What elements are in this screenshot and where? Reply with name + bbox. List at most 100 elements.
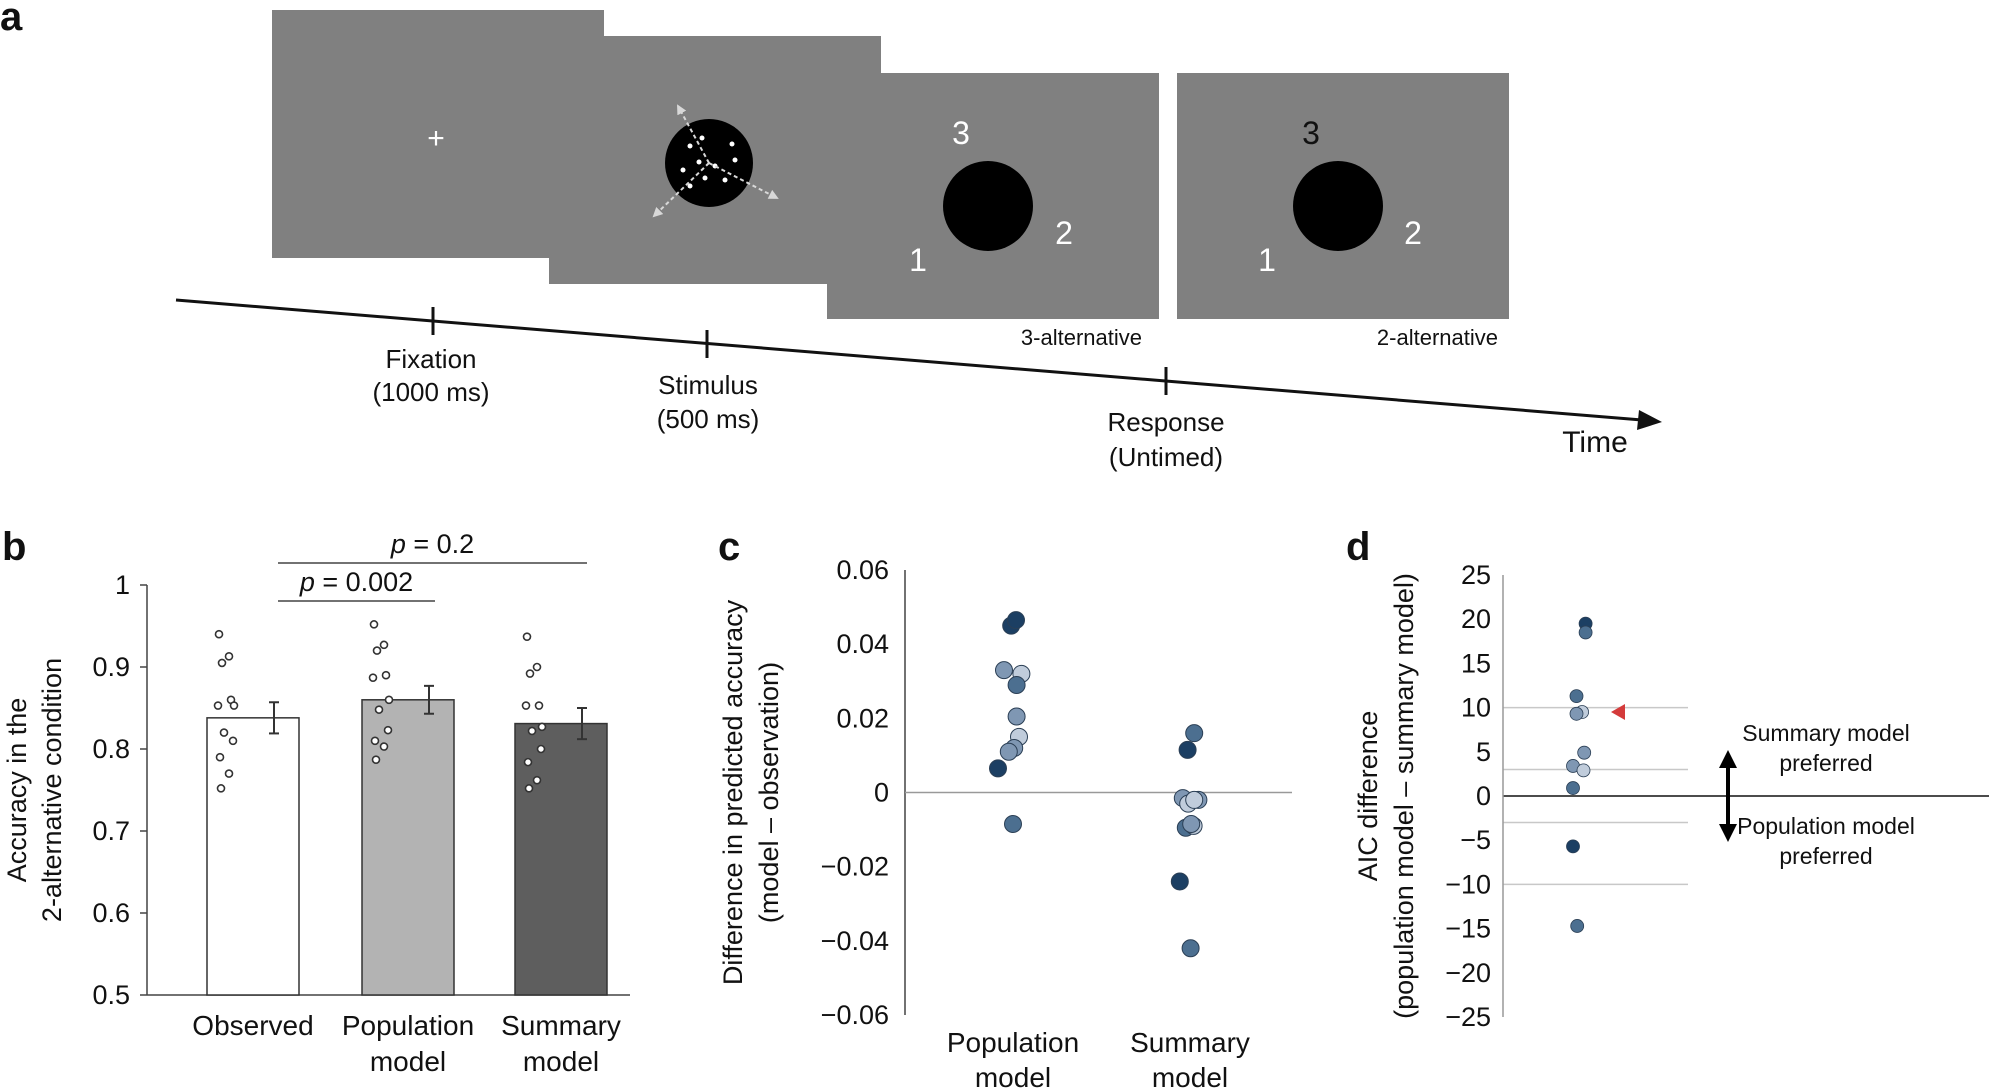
y-tick-label: 0.5 xyxy=(92,980,130,1010)
panel-b-bars xyxy=(206,684,608,996)
stimulus-duration: (500 ms) xyxy=(657,404,760,434)
significance-label: p = 0.2 xyxy=(390,529,474,559)
panel-d-ylabel: AIC difference (population model – summar… xyxy=(1353,573,1419,1019)
annotation-summary-preferred: Summary model xyxy=(1742,720,1909,746)
data-point xyxy=(379,742,389,751)
y-tick-label: −5 xyxy=(1460,825,1491,855)
y-tick-label: 0.02 xyxy=(836,703,889,733)
data-point xyxy=(217,658,227,668)
data-point xyxy=(383,725,393,735)
response-disc-3alt xyxy=(943,161,1033,251)
data-point xyxy=(1182,815,1201,834)
y-axis-label-line: 2-alternative condition xyxy=(37,658,67,922)
condition-label-3alt: 3-alternative xyxy=(1021,325,1142,350)
y-tick-label: 10 xyxy=(1461,693,1491,723)
preference-arrow-down xyxy=(1719,824,1737,842)
y-axis-label-line: (model – observation) xyxy=(754,662,784,923)
category-label: Summary xyxy=(501,1010,621,1041)
data-point xyxy=(1185,790,1204,809)
panel-a: a + 3 2 1 3-alternative 3 2 1 xyxy=(0,0,1662,472)
data-point xyxy=(1007,611,1025,630)
panel-d: d AIC difference (population model – summ… xyxy=(1346,525,1989,1032)
y-tick-label: 25 xyxy=(1461,560,1491,590)
bar xyxy=(514,722,608,996)
data-point xyxy=(1181,939,1200,958)
data-point xyxy=(527,726,537,736)
data-point xyxy=(1569,706,1584,721)
motion-direction-arrows xyxy=(652,104,779,218)
annotation-population-preferred: preferred xyxy=(1779,843,1872,869)
condition-label-2alt: 2-alternative xyxy=(1377,325,1498,350)
response-2alt-number-2: 2 xyxy=(1404,215,1422,251)
y-axis-label-line: AIC difference xyxy=(1353,711,1383,882)
panel-b-categories: Observed Population model Summary model xyxy=(192,1010,621,1077)
panel-c: c Difference in predicted accuracy (model… xyxy=(718,525,1292,1090)
data-point xyxy=(374,705,384,714)
data-point xyxy=(214,629,224,639)
data-point xyxy=(381,670,391,680)
data-point xyxy=(384,695,394,705)
y-tick-label: 0.7 xyxy=(92,816,130,846)
category-label: model xyxy=(1152,1062,1228,1090)
data-point xyxy=(524,784,534,793)
y-tick-label: −15 xyxy=(1445,914,1491,944)
data-point xyxy=(522,632,532,641)
y-axis-label-line: Accuracy in the xyxy=(2,698,32,883)
panel-c-categories: Population model Summary model xyxy=(947,1027,1250,1090)
panel-d-annotations: Summary model preferred Population model pr… xyxy=(1719,720,1915,869)
data-point xyxy=(372,646,382,655)
y-tick-label: −25 xyxy=(1445,1002,1491,1032)
data-point xyxy=(215,752,225,762)
data-point xyxy=(1004,815,1022,834)
data-point xyxy=(1578,625,1593,640)
annotation-summary-preferred: preferred xyxy=(1779,750,1872,776)
response-3alt-number-3: 3 xyxy=(952,115,970,151)
data-point xyxy=(995,661,1013,680)
response-disc-2alt xyxy=(1293,161,1383,251)
data-point xyxy=(525,669,535,678)
data-point xyxy=(1577,745,1592,760)
panel-letter-d: d xyxy=(1346,525,1370,569)
category-label: Summary xyxy=(1130,1027,1250,1058)
category-label: Population xyxy=(342,1010,474,1041)
category-label: Population xyxy=(947,1027,1079,1058)
y-tick-label: 15 xyxy=(1461,648,1491,678)
panel-b-points xyxy=(213,620,547,793)
y-tick-label: 0 xyxy=(1476,781,1491,811)
time-axis-arrowhead xyxy=(1637,410,1662,430)
y-tick-label: 0.9 xyxy=(92,652,130,682)
y-tick-label: −10 xyxy=(1445,869,1491,899)
data-point xyxy=(1566,781,1580,795)
category-label: model xyxy=(370,1046,446,1077)
data-point xyxy=(213,701,223,710)
data-point xyxy=(368,673,378,682)
y-tick-label: −0.06 xyxy=(821,1000,889,1030)
y-tick-label: 0.04 xyxy=(836,629,889,659)
panel-c-points xyxy=(989,611,1208,958)
bar xyxy=(206,717,300,996)
category-label: model xyxy=(975,1062,1051,1090)
data-point xyxy=(1569,689,1584,704)
annotation-population-preferred: Population model xyxy=(1737,813,1915,839)
panel-b-ylabel: Accuracy in the 2-alternative condition xyxy=(2,658,67,922)
data-point xyxy=(229,701,239,710)
panel-letter-b: b xyxy=(2,525,26,569)
y-tick-label: −0.04 xyxy=(821,926,889,956)
y-tick-label: 0.8 xyxy=(92,734,130,764)
data-point xyxy=(1570,919,1585,933)
panel-b-significance: p = 0.002 p = 0.2 xyxy=(278,529,587,602)
data-point xyxy=(1178,740,1197,759)
fixation-label: Fixation xyxy=(385,344,476,374)
significance-label: p = 0.002 xyxy=(299,567,413,597)
preference-arrow-up xyxy=(1719,750,1737,768)
data-point xyxy=(999,742,1018,761)
data-point xyxy=(521,701,531,710)
response-2alt-number-3: 3 xyxy=(1302,115,1320,151)
response-duration: (Untimed) xyxy=(1109,442,1223,472)
data-point xyxy=(1185,724,1204,743)
data-point xyxy=(1007,675,1026,694)
y-tick-label: 0 xyxy=(874,778,889,808)
y-tick-label: 0.06 xyxy=(836,555,889,585)
y-tick-label: −0.02 xyxy=(821,852,889,882)
